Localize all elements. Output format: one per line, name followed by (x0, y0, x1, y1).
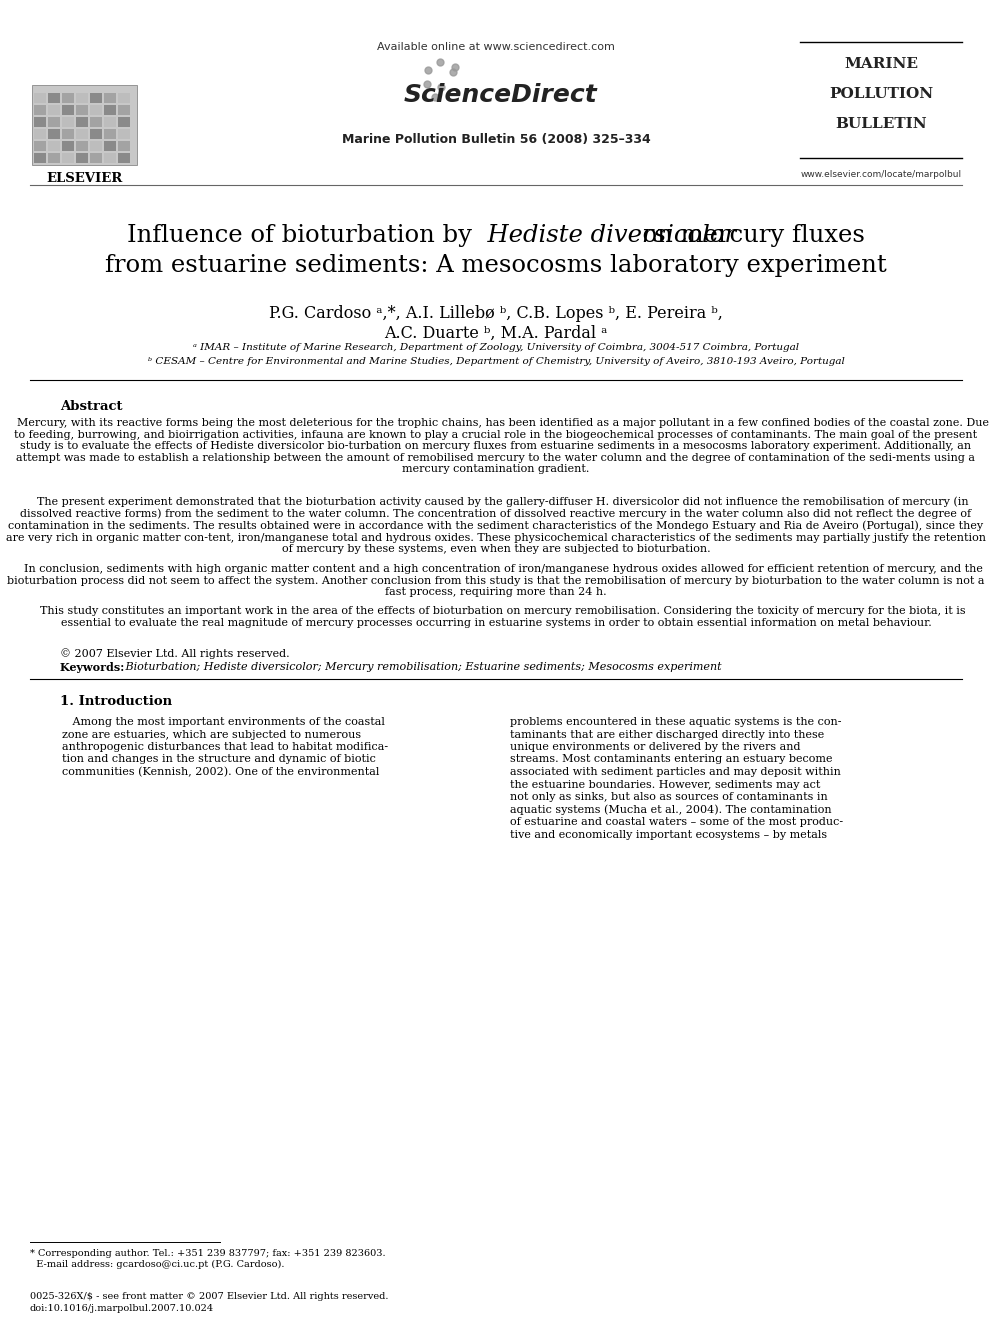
Text: The present experiment demonstrated that the bioturbation activity caused by the: The present experiment demonstrated that… (6, 496, 986, 554)
Bar (90, 153, 102, 163)
Text: Available online at www.sciencedirect.com: Available online at www.sciencedirect.co… (377, 42, 615, 52)
Bar (62, 142, 74, 151)
Bar (104, 116, 116, 127)
Bar (32, 85, 137, 165)
Bar (76, 142, 88, 151)
Text: doi:10.1016/j.marpolbul.2007.10.024: doi:10.1016/j.marpolbul.2007.10.024 (30, 1304, 214, 1312)
Bar (62, 116, 74, 127)
Text: © 2007 Elsevier Ltd. All rights reserved.: © 2007 Elsevier Ltd. All rights reserved… (60, 648, 290, 659)
Text: BULLETIN: BULLETIN (835, 116, 927, 131)
Bar (90, 93, 102, 103)
Bar (34, 93, 46, 103)
Bar (104, 142, 116, 151)
Text: tion and changes in the structure and dynamic of biotic: tion and changes in the structure and dy… (62, 754, 376, 765)
Bar (62, 130, 74, 139)
Text: from estuarine sediments: A mesocosms laboratory experiment: from estuarine sediments: A mesocosms la… (105, 254, 887, 277)
Text: unique environments or delivered by the rivers and: unique environments or delivered by the … (510, 742, 801, 751)
Bar (62, 93, 74, 103)
Bar (48, 105, 60, 115)
Text: aquatic systems (Mucha et al., 2004). The contamination: aquatic systems (Mucha et al., 2004). Th… (510, 804, 831, 815)
Text: tive and economically important ecosystems – by metals: tive and economically important ecosyste… (510, 830, 827, 840)
Text: A.C. Duarte ᵇ, M.A. Pardal ᵃ: A.C. Duarte ᵇ, M.A. Pardal ᵃ (384, 325, 608, 343)
Bar (118, 93, 130, 103)
Bar (118, 153, 130, 163)
Text: zone are estuaries, which are subjected to numerous: zone are estuaries, which are subjected … (62, 729, 361, 740)
Text: Keywords:: Keywords: (60, 662, 128, 673)
Bar (76, 105, 88, 115)
Bar (104, 153, 116, 163)
Bar (90, 142, 102, 151)
Text: problems encountered in these aquatic systems is the con-: problems encountered in these aquatic sy… (510, 717, 841, 728)
Text: Influence of bioturbation by                      on mercury fluxes: Influence of bioturbation by on mercury … (127, 224, 865, 247)
Bar (62, 153, 74, 163)
Bar (90, 105, 102, 115)
Bar (118, 130, 130, 139)
Bar (34, 105, 46, 115)
Bar (48, 142, 60, 151)
Text: Among the most important environments of the coastal: Among the most important environments of… (62, 717, 385, 728)
Bar (118, 105, 130, 115)
Bar (76, 153, 88, 163)
Text: MARINE: MARINE (844, 57, 918, 71)
Text: ScienceDirect: ScienceDirect (403, 83, 597, 107)
Text: ELSEVIER: ELSEVIER (46, 172, 122, 185)
Text: not only as sinks, but also as sources of contaminants in: not only as sinks, but also as sources o… (510, 792, 827, 802)
Text: the estuarine boundaries. However, sediments may act: the estuarine boundaries. However, sedim… (510, 779, 820, 790)
Bar (62, 105, 74, 115)
Bar (104, 93, 116, 103)
Bar (48, 153, 60, 163)
Bar (34, 116, 46, 127)
Text: taminants that are either discharged directly into these: taminants that are either discharged dir… (510, 729, 824, 740)
Text: P.G. Cardoso ᵃ,*, A.I. Lillebø ᵇ, C.B. Lopes ᵇ, E. Pereira ᵇ,: P.G. Cardoso ᵃ,*, A.I. Lillebø ᵇ, C.B. L… (269, 306, 723, 321)
Bar (104, 130, 116, 139)
Bar (48, 116, 60, 127)
Text: ᵃ IMAR – Institute of Marine Research, Department of Zoology, University of Coim: ᵃ IMAR – Institute of Marine Research, D… (192, 343, 800, 352)
Bar (104, 105, 116, 115)
Bar (34, 142, 46, 151)
Text: communities (Kennish, 2002). One of the environmental: communities (Kennish, 2002). One of the … (62, 767, 379, 778)
Text: Hediste diversicolor: Hediste diversicolor (255, 224, 737, 247)
Bar (34, 153, 46, 163)
Text: www.elsevier.com/locate/marpolbul: www.elsevier.com/locate/marpolbul (801, 169, 961, 179)
Bar (90, 116, 102, 127)
Text: * Corresponding author. Tel.: +351 239 837797; fax: +351 239 823603.: * Corresponding author. Tel.: +351 239 8… (30, 1249, 386, 1258)
Bar (48, 93, 60, 103)
Bar (76, 93, 88, 103)
Text: 0025-326X/$ - see front matter © 2007 Elsevier Ltd. All rights reserved.: 0025-326X/$ - see front matter © 2007 El… (30, 1293, 389, 1301)
Text: Bioturbation; Hediste diversicolor; Mercury remobilisation; Estuarine sediments;: Bioturbation; Hediste diversicolor; Merc… (122, 662, 721, 672)
Text: E-mail address: gcardoso@ci.uc.pt (P.G. Cardoso).: E-mail address: gcardoso@ci.uc.pt (P.G. … (30, 1259, 285, 1269)
Bar (34, 130, 46, 139)
Text: 1. Introduction: 1. Introduction (60, 695, 173, 708)
Text: Abstract: Abstract (60, 400, 122, 413)
Bar (76, 130, 88, 139)
Text: anthropogenic disturbances that lead to habitat modifica-: anthropogenic disturbances that lead to … (62, 742, 388, 751)
Bar (48, 130, 60, 139)
Bar (90, 130, 102, 139)
Text: streams. Most contaminants entering an estuary become: streams. Most contaminants entering an e… (510, 754, 832, 765)
Bar (118, 116, 130, 127)
Bar (76, 116, 88, 127)
Text: Mercury, with its reactive forms being the most deleterious for the trophic chai: Mercury, with its reactive forms being t… (3, 418, 989, 475)
Text: associated with sediment particles and may deposit within: associated with sediment particles and m… (510, 767, 841, 777)
Text: Marine Pollution Bulletin 56 (2008) 325–334: Marine Pollution Bulletin 56 (2008) 325–… (341, 134, 651, 146)
Text: In conclusion, sediments with high organic matter content and a high concentrati: In conclusion, sediments with high organ… (7, 564, 985, 597)
Text: ᵇ CESAM – Centre for Environmental and Marine Studies, Department of Chemistry, : ᵇ CESAM – Centre for Environmental and M… (148, 357, 844, 366)
Text: This study constitutes an important work in the area of the effects of bioturbat: This study constitutes an important work… (26, 606, 966, 627)
Bar (118, 142, 130, 151)
Text: POLLUTION: POLLUTION (829, 87, 933, 101)
Text: of estuarine and coastal waters – some of the most produc-: of estuarine and coastal waters – some o… (510, 818, 843, 827)
